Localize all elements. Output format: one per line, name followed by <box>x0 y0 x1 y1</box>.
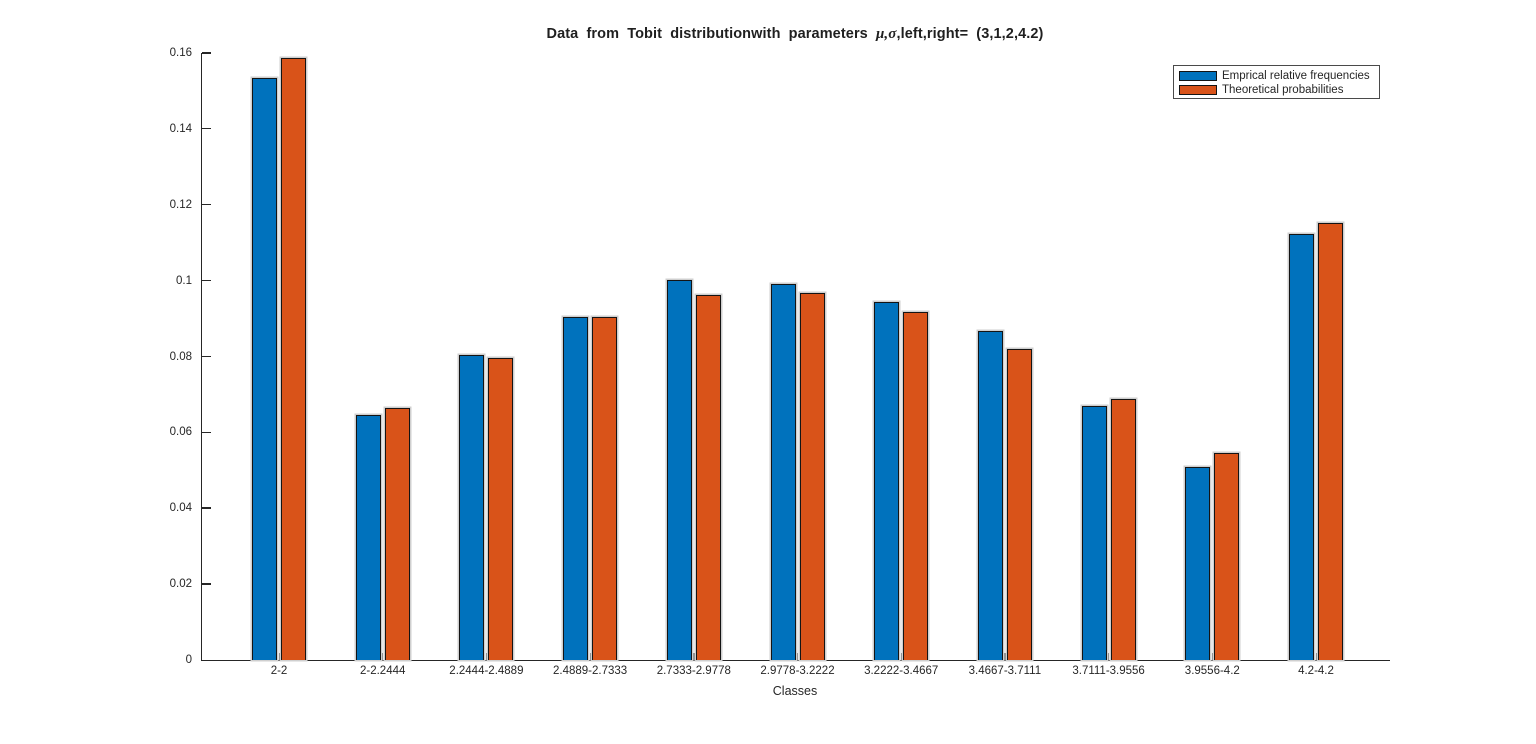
y-axis-tick-label: 0.14 <box>169 122 192 135</box>
x-category-label: 3.4667-3.7111 <box>968 665 1042 677</box>
y-axis-tick <box>202 128 211 130</box>
bar-empirical <box>1185 467 1211 660</box>
x-category-label: 3.7111-3.9556 <box>1072 665 1145 677</box>
y-axis-tick-label: 0 <box>185 654 192 666</box>
legend-swatch-empirical <box>1179 71 1217 81</box>
bar-empirical <box>977 330 1003 660</box>
x-axis-tick <box>1004 653 1006 660</box>
chart-title-params: ,left,right= (3,1,2,4.2) <box>896 26 1044 42</box>
x-category-label: 2-2.2444 <box>359 665 406 677</box>
y-axis-tick-label: 0.06 <box>169 426 192 439</box>
x-axis-tick <box>589 653 591 660</box>
x-category-label: 4.2-4.2 <box>1298 665 1334 677</box>
y-axis-tick <box>202 355 211 357</box>
x-axis-label: Classes <box>772 684 818 698</box>
plot-area: 0 0.02 0.04 0.06 0.08 0.1 0.12 0.14 0.16 2-2 2-2.2… <box>170 47 1390 677</box>
y-axis-tick <box>202 431 211 433</box>
legend-label-theoretical: Theoretical probabilities <box>1222 83 1344 96</box>
chart-title-text: Data from Tobit distributionwith paramet… <box>546 26 876 42</box>
x-category-label: 2.2444-2.4889 <box>449 665 524 677</box>
y-axis-tick <box>202 279 211 282</box>
legend-swatch-theoretical <box>1179 85 1217 95</box>
chart-title-greek-params: μ,σ <box>875 26 897 42</box>
bar-theoretical <box>799 292 825 660</box>
bar-empirical <box>1289 234 1314 660</box>
x-category-label: 2.4889-2.7333 <box>553 665 628 677</box>
bar-theoretical <box>384 408 410 660</box>
y-axis-tick-label: 0.02 <box>169 578 192 591</box>
y-axis-tick <box>202 203 211 206</box>
x-axis-tick <box>1211 653 1214 660</box>
y-axis-tick-label: 0.08 <box>169 350 192 363</box>
legend: Emprical relative frequencies Theoretica… <box>1173 65 1380 99</box>
y-axis-tick <box>202 507 211 509</box>
legend-entry-theoretical: Theoretical probabilities <box>1179 83 1379 97</box>
x-category-label: 3.9556-4.2 <box>1184 665 1240 677</box>
y-axis-tick-label: 0.16 <box>169 47 192 59</box>
bar-empirical <box>563 316 589 660</box>
bar-theoretical <box>1318 223 1343 660</box>
x-category-label: 2.9778-3.2222 <box>760 665 835 677</box>
legend-entry-empirical: Emprical relative frequencies <box>1179 69 1379 83</box>
bar-empirical <box>1081 405 1107 660</box>
bar-theoretical <box>903 312 929 660</box>
bar-theoretical <box>592 317 618 660</box>
y-axis-tick-label: 0.1 <box>176 274 192 287</box>
x-axis-tick <box>900 653 902 660</box>
x-axis-tick <box>1315 653 1317 660</box>
y-axis-tick-label: 0.12 <box>169 198 192 211</box>
legend-label-empirical: Emprical relative frequencies <box>1222 69 1370 82</box>
x-axis-tick <box>797 653 799 660</box>
y-axis-tick <box>202 583 211 585</box>
x-axis-tick <box>1108 653 1110 660</box>
bar-theoretical <box>488 358 514 660</box>
bar-empirical <box>770 284 796 660</box>
y-axis-tick <box>202 52 211 54</box>
x-category-label: 2-2 <box>270 665 288 677</box>
x-axis-tick <box>693 653 695 660</box>
y-axis-tick-label: 0.04 <box>169 502 192 515</box>
bar-empirical <box>252 77 277 660</box>
x-category-label: 2.7333-2.9778 <box>656 665 731 677</box>
bar-empirical <box>459 354 485 660</box>
chart-title: Data from Tobit distributionwith paramet… <box>201 26 1389 43</box>
x-axis-tick <box>485 653 488 660</box>
bar-empirical <box>874 301 900 660</box>
x-axis-tick <box>382 653 384 660</box>
x-category-label: 3.2222-3.4667 <box>864 665 939 677</box>
bar-theoretical <box>695 295 721 660</box>
bar-empirical <box>666 279 692 660</box>
bar-theoretical <box>281 57 306 660</box>
bar-theoretical <box>1110 399 1136 660</box>
bar-theoretical <box>1214 452 1240 660</box>
x-axis-tick <box>278 653 280 660</box>
bar-theoretical <box>1006 349 1032 660</box>
bar-empirical <box>355 415 381 660</box>
